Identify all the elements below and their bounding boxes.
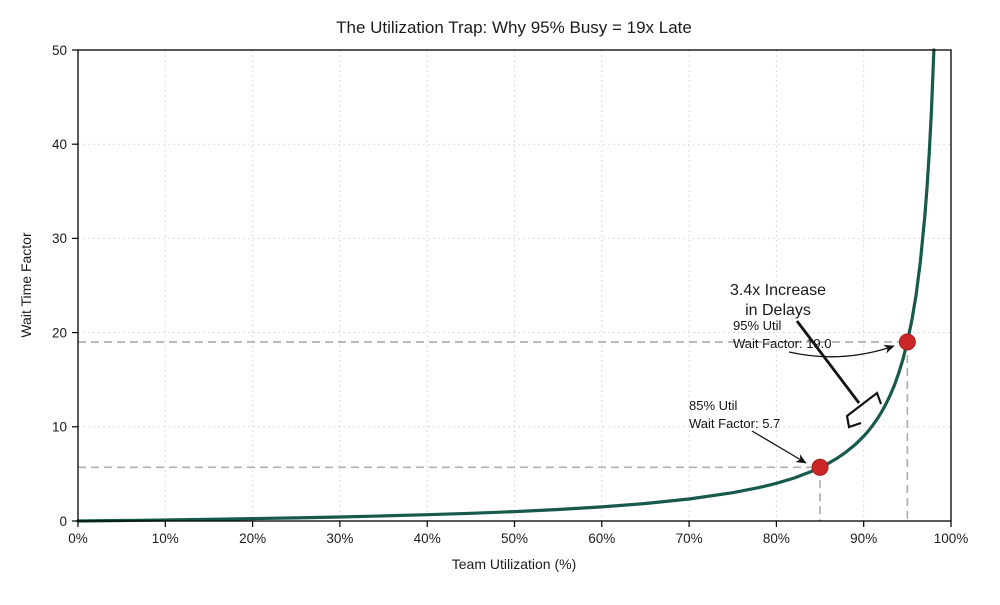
annotation-95-line2: Wait Factor: 19.0 — [733, 336, 832, 351]
y-tick-label: 30 — [52, 231, 67, 246]
x-tick-label: 80% — [763, 531, 790, 546]
x-tick-label: 70% — [676, 531, 703, 546]
curve-layer — [76, 48, 936, 523]
y-tick-label: 10 — [52, 420, 67, 435]
x-axis-label: Team Utilization (%) — [452, 556, 576, 572]
annotation-85-line1: 85% Util — [689, 398, 738, 413]
y-axis-label: Wait Time Factor — [18, 232, 34, 338]
x-tick-label: 90% — [850, 531, 877, 546]
annotation-85-line2: Wait Factor: 5.7 — [689, 416, 780, 431]
data-points-layer — [811, 333, 916, 476]
x-tick-label: 0% — [68, 531, 88, 546]
arrow-to-85-point — [751, 430, 807, 464]
callout-line — [795, 320, 861, 404]
y-tick-label: 40 — [52, 137, 67, 152]
annotation-95-line1: 95% Util — [733, 318, 782, 333]
chart-title: The Utilization Trap: Why 95% Busy = 19x… — [336, 18, 692, 37]
x-tick-label: 30% — [326, 531, 353, 546]
x-tick-label: 100% — [934, 531, 969, 546]
x-tick-label: 20% — [239, 531, 266, 546]
highlight-data-point — [898, 333, 916, 351]
plot-border — [77, 49, 952, 522]
y-tick-label: 50 — [52, 43, 67, 58]
bracket-annotation-icon — [845, 391, 883, 429]
arrow-to-95-point — [788, 344, 895, 358]
x-tick-label: 10% — [152, 531, 179, 546]
reference-lines-layer — [78, 341, 909, 521]
x-tick-label: 60% — [588, 531, 615, 546]
x-tick-label: 50% — [501, 531, 528, 546]
y-tick-label: 0 — [59, 514, 67, 529]
highlight-data-point — [811, 458, 829, 476]
callout-increase-line1: 3.4x Increase — [730, 282, 826, 299]
x-tick-label: 40% — [414, 531, 441, 546]
grid-layer — [78, 50, 951, 521]
tick-layer: 0% 10% 20% 30% 40% 50% 60% 70% 80% 90% 100% 0 10 20 30… — [52, 43, 968, 546]
wait-time-curve — [76, 48, 936, 523]
y-tick-label: 20 — [52, 325, 67, 340]
callout-increase-line2: in Delays — [745, 302, 811, 319]
